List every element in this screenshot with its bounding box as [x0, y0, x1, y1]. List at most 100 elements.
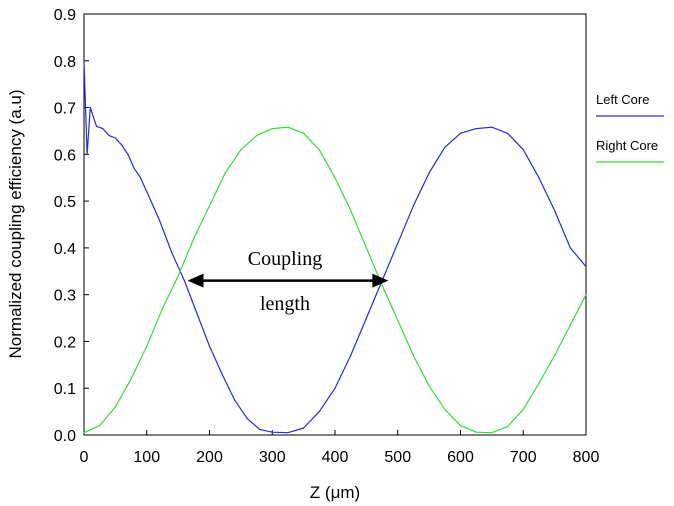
y-axis-title: Normalized coupling efficiency (a.u): [6, 90, 25, 359]
data-point: [397, 242, 399, 244]
data-point: [246, 418, 248, 420]
x-tick-label: 800: [573, 449, 600, 466]
data-point: [89, 106, 91, 109]
data-point: [133, 167, 135, 169]
y-tick-label: 0.2: [54, 334, 76, 351]
data-point: [234, 399, 236, 401]
data-point: [318, 149, 320, 151]
data-point: [224, 172, 226, 174]
x-tick-label: 300: [259, 449, 286, 466]
data-point: [428, 385, 430, 387]
data-point: [334, 387, 336, 389]
x-tick-label: 200: [196, 449, 223, 466]
data-point: [146, 191, 148, 193]
data-point: [350, 354, 352, 357]
data-point: [585, 294, 587, 296]
series-layer: [83, 60, 587, 434]
y-tick-label: 0.7: [54, 101, 76, 118]
y-tick-label: 0.9: [54, 7, 76, 24]
data-point: [221, 373, 223, 375]
annotation-text-line2: length: [260, 293, 310, 315]
plot-frame: [83, 13, 587, 436]
data-point: [240, 149, 242, 151]
data-point: [139, 177, 142, 179]
series-line: [83, 60, 587, 434]
data-point: [585, 266, 587, 268]
y-tick-label: 0.1: [54, 381, 76, 398]
x-tick-label: 0: [80, 449, 89, 466]
data-point: [171, 251, 173, 254]
data-point: [506, 132, 509, 134]
data-point: [569, 324, 571, 326]
data-point: [95, 125, 98, 127]
data-point: [412, 205, 415, 207]
data-point: [428, 172, 430, 174]
data-point: [271, 128, 273, 130]
data-point: [459, 132, 462, 134]
x-tick-label: 100: [133, 449, 160, 466]
data-point: [271, 431, 273, 433]
series-right-core: [83, 126, 587, 434]
data-point: [569, 247, 571, 249]
data-point: [161, 308, 164, 310]
data-point: [114, 137, 116, 139]
data-point: [412, 354, 415, 357]
coupling-length-annotation: Coupling length: [187, 248, 389, 315]
data-point: [538, 382, 540, 385]
plot-area: [83, 13, 587, 436]
data-point: [444, 146, 446, 148]
y-tick-label: 0.4: [54, 241, 76, 258]
data-point: [444, 408, 446, 410]
arrow-head-left-icon: [187, 273, 204, 288]
y-tick-label: 0.5: [54, 194, 76, 211]
data-point: [183, 280, 185, 282]
data-point: [287, 126, 289, 128]
data-point: [506, 425, 509, 428]
data-point: [83, 60, 85, 62]
data-point: [158, 219, 160, 221]
data-point: [108, 135, 110, 137]
data-point: [130, 378, 132, 380]
data-point: [121, 144, 123, 146]
annotation-text-line1: Coupling: [248, 248, 322, 270]
legend: Left Core Right Core: [596, 92, 664, 163]
x-tick-label: 600: [447, 449, 474, 466]
arrow-head-right-icon: [372, 273, 389, 288]
y-axis: 0.0 0.1 0.2 0.3 0.4 0.5 0.6 0.7 0.8 0.9: [54, 7, 89, 445]
y-tick-label: 0.3: [54, 288, 76, 305]
data-point: [475, 128, 477, 130]
data-point: [83, 432, 85, 434]
data-point: [303, 427, 305, 429]
data-point: [459, 425, 462, 427]
legend-label-left-core: Left Core: [596, 92, 649, 107]
y-tick-label: 0.8: [54, 54, 76, 71]
data-point: [554, 209, 556, 212]
data-point: [365, 247, 367, 249]
data-point: [177, 275, 179, 277]
data-point: [475, 431, 477, 433]
data-point: [127, 153, 129, 155]
data-point: [350, 209, 352, 212]
series-left-core: [83, 60, 587, 434]
data-point: [522, 408, 524, 410]
data-point: [334, 177, 336, 179]
data-point: [86, 153, 88, 155]
data-point: [99, 425, 101, 427]
data-point: [193, 237, 195, 240]
x-tick-label: 700: [510, 449, 537, 466]
data-point: [365, 317, 367, 319]
data-point: [381, 284, 383, 286]
data-point: [196, 312, 198, 314]
data-point: [208, 205, 211, 207]
data-point: [255, 135, 258, 137]
data-point: [397, 319, 399, 321]
data-point: [538, 177, 540, 179]
data-point: [287, 432, 289, 434]
x-tick-label: 400: [322, 449, 349, 466]
data-point: [522, 149, 524, 151]
data-point: [114, 406, 116, 408]
legend-label-right-core: Right Core: [596, 138, 658, 153]
x-axis-title: Z (μm): [310, 483, 360, 502]
data-point: [318, 411, 320, 413]
data-point: [259, 428, 261, 430]
